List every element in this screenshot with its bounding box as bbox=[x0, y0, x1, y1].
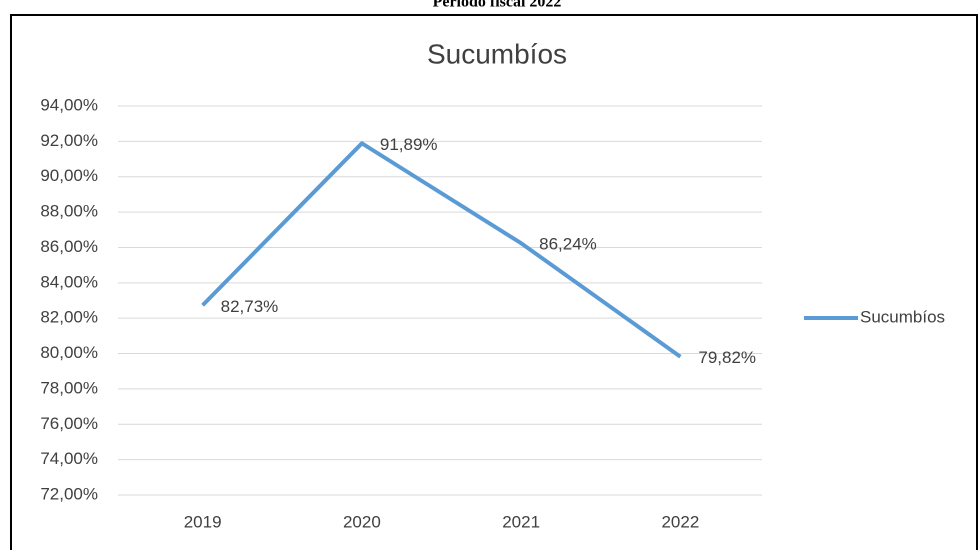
y-tick-label: 82,00% bbox=[40, 308, 98, 327]
y-tick-label: 84,00% bbox=[40, 272, 98, 291]
x-tick-label: 2019 bbox=[184, 512, 222, 531]
x-tick-label: 2021 bbox=[502, 512, 540, 531]
data-label: 91,89% bbox=[380, 135, 438, 154]
y-tick-label: 94,00% bbox=[40, 95, 98, 114]
chart-title: Sucumbíos bbox=[427, 38, 567, 69]
y-tick-label: 76,00% bbox=[40, 414, 98, 433]
y-tick-label: 80,00% bbox=[40, 343, 98, 362]
y-tick-label: 90,00% bbox=[40, 166, 98, 185]
data-label: 82,73% bbox=[221, 297, 279, 316]
y-tick-label: 72,00% bbox=[40, 484, 98, 503]
y-tick-label: 92,00% bbox=[40, 131, 98, 150]
y-tick-label: 74,00% bbox=[40, 449, 98, 468]
x-tick-label: 2022 bbox=[661, 512, 699, 531]
series-line bbox=[201, 141, 682, 359]
y-tick-label: 78,00% bbox=[40, 378, 98, 397]
data-label: 86,24% bbox=[539, 235, 597, 254]
data-label: 79,82% bbox=[698, 348, 756, 367]
chart-subtitle: Período fiscal 2022 bbox=[433, 0, 562, 11]
y-tick-label: 88,00% bbox=[40, 202, 98, 221]
y-tick-label: 86,00% bbox=[40, 237, 98, 256]
x-tick-label: 2020 bbox=[343, 512, 381, 531]
legend-label: Sucumbíos bbox=[860, 307, 945, 326]
